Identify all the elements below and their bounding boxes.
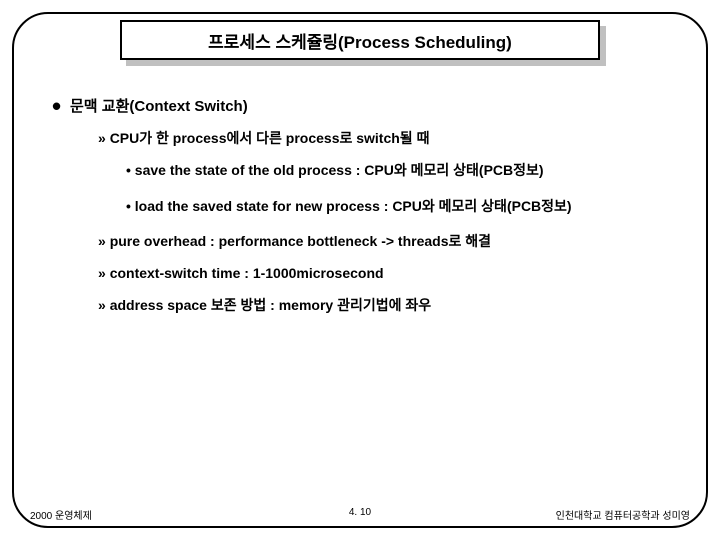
bullet-l2: address space 보존 방법 : memory 관리기법에 좌우 bbox=[98, 295, 670, 317]
title-container: 프로세스 스케쥴링(Process Scheduling) bbox=[120, 20, 600, 60]
content-area: • 문맥 교환(Context Switch) CPU가 한 process에서… bbox=[70, 95, 670, 326]
bullet-icon: • bbox=[52, 93, 61, 119]
bullet-l3: save the state of the old process : CPU와… bbox=[126, 160, 670, 182]
bullet-l3: load the saved state for new process : C… bbox=[126, 196, 670, 218]
section-heading: • 문맥 교환(Context Switch) bbox=[70, 95, 670, 118]
bullet-l2: context-switch time : 1-1000microsecond bbox=[98, 263, 670, 285]
slide-title: 프로세스 스케쥴링(Process Scheduling) bbox=[120, 20, 600, 60]
footer-center: 4. 10 bbox=[30, 507, 690, 518]
bullet-l2: pure overhead : performance bottleneck -… bbox=[98, 231, 670, 253]
bullet-l2: CPU가 한 process에서 다른 process로 switch될 때 bbox=[98, 128, 670, 150]
section-heading-text: 문맥 교환(Context Switch) bbox=[70, 98, 248, 115]
footer: 2000 운영체제 4. 10 인천대학교 컴퓨터공학과 성미영 bbox=[30, 507, 690, 522]
